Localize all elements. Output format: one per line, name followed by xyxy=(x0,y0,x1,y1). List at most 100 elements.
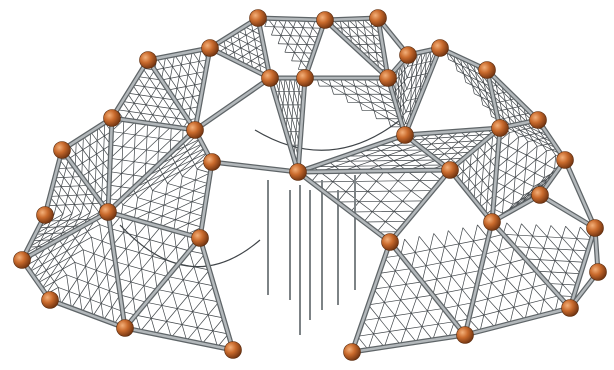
net-rope xyxy=(459,57,467,83)
net-rope xyxy=(137,138,201,198)
steel-bar-highlight xyxy=(463,220,494,337)
copper-node xyxy=(556,151,574,169)
net-rope xyxy=(117,277,158,290)
copper-node xyxy=(316,11,334,29)
net-rope xyxy=(132,121,137,189)
net-rope xyxy=(88,171,110,186)
steel-bar-highlight xyxy=(568,226,597,310)
net-rope xyxy=(316,77,403,128)
copper-node xyxy=(103,109,121,127)
net-rope xyxy=(472,283,548,304)
net-rope xyxy=(332,19,387,70)
net-rope xyxy=(33,252,59,288)
net-rope xyxy=(267,18,309,70)
net-rope xyxy=(146,301,224,319)
net-rope xyxy=(471,151,496,182)
steel-bar-highlight xyxy=(106,116,114,214)
net-rope xyxy=(324,190,433,193)
steel-bar-highlight xyxy=(296,170,392,244)
net-rope xyxy=(472,302,496,328)
net-rope xyxy=(58,239,76,263)
steel-bar-highlight xyxy=(193,46,212,132)
net-rope xyxy=(341,171,408,222)
steel-bar-highlight xyxy=(538,193,597,230)
net-rope xyxy=(135,79,162,122)
net-rope xyxy=(120,119,125,201)
net-rope xyxy=(174,53,184,101)
net-rope xyxy=(132,152,208,189)
steel-bar-highlight xyxy=(48,298,127,330)
net-rope xyxy=(160,226,169,277)
steel-bars xyxy=(19,15,601,355)
net-rope xyxy=(384,257,450,338)
net-rope xyxy=(364,77,394,95)
copper-node xyxy=(478,61,496,79)
net-rope xyxy=(230,35,237,61)
net-rope xyxy=(484,254,541,316)
net-rope xyxy=(120,215,137,316)
net-rope xyxy=(479,139,487,208)
net-rope xyxy=(71,244,114,309)
steel-bar-highlight xyxy=(403,126,502,137)
inner-poles xyxy=(119,119,401,335)
net-rope xyxy=(404,238,470,320)
net-rope xyxy=(419,51,423,98)
steel-bar-highlight xyxy=(376,16,390,80)
net-rope xyxy=(187,49,202,121)
net-rope xyxy=(49,193,95,197)
net-rope xyxy=(109,171,146,178)
copper-node xyxy=(589,263,607,281)
net-rope xyxy=(467,151,472,193)
net-rope xyxy=(144,123,148,177)
net-rope xyxy=(250,22,262,74)
net-rope xyxy=(473,181,496,200)
copper-node xyxy=(261,69,279,87)
net-rope xyxy=(516,124,554,144)
net-rope xyxy=(291,19,307,61)
copper-node xyxy=(343,343,361,361)
net-rope xyxy=(399,61,403,119)
net-rope xyxy=(41,225,84,289)
net-rope xyxy=(165,56,200,107)
copper-node xyxy=(203,153,221,171)
net-rope xyxy=(147,223,158,290)
copper-node xyxy=(586,219,604,237)
steel-bar-highlight xyxy=(350,333,467,354)
steel-bar-highlight xyxy=(60,116,114,152)
net-rope xyxy=(169,153,183,177)
net-rope xyxy=(28,212,91,248)
net-rope xyxy=(406,51,423,90)
net-rope xyxy=(362,170,416,212)
net-rope xyxy=(502,132,510,214)
steel-bar-highlight xyxy=(386,76,407,137)
net-rope xyxy=(277,18,288,44)
net-rope xyxy=(58,287,123,312)
net-rope xyxy=(436,129,474,161)
net-rope xyxy=(91,237,104,321)
net-rope xyxy=(521,123,550,138)
net-rope xyxy=(284,77,302,132)
net-rope xyxy=(536,270,581,275)
steel-bar-highlight xyxy=(296,76,307,174)
net-rope xyxy=(286,18,314,54)
steel-bar-highlight xyxy=(210,160,300,174)
steel-bar-highlight xyxy=(490,220,572,310)
copper-node xyxy=(13,251,31,269)
net-rope xyxy=(119,230,174,296)
net-rope xyxy=(156,289,172,338)
net-rope xyxy=(501,84,512,126)
net-rope xyxy=(52,186,73,214)
net-rope xyxy=(115,222,148,262)
net-rope xyxy=(182,152,208,177)
net-rope xyxy=(319,171,399,232)
net-rope xyxy=(433,233,477,287)
net-rope xyxy=(161,56,167,81)
net-rope xyxy=(81,136,84,177)
net-rope xyxy=(134,183,209,220)
net-rope xyxy=(510,125,558,149)
net-rope xyxy=(350,210,416,213)
steel-bar-highlight xyxy=(485,68,540,122)
net-rope xyxy=(33,239,60,278)
